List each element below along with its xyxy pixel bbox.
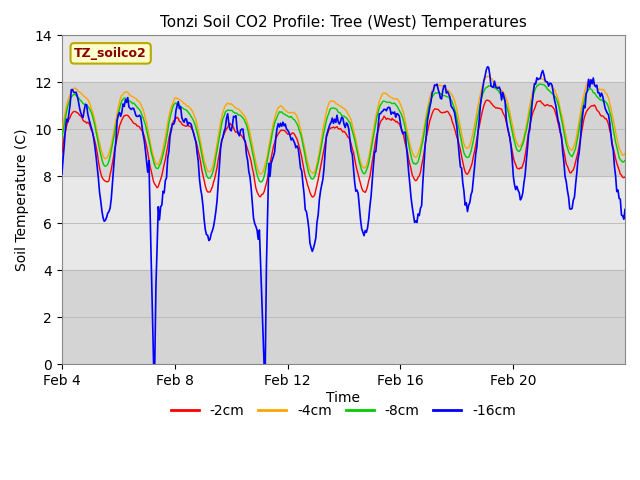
Bar <box>62 83 625 176</box>
Y-axis label: Soil Temperature (C): Soil Temperature (C) <box>15 129 29 271</box>
Text: TZ_soilco2: TZ_soilco2 <box>74 47 147 60</box>
Bar <box>62 270 625 364</box>
Legend: -2cm, -4cm, -8cm, -16cm: -2cm, -4cm, -8cm, -16cm <box>165 398 522 423</box>
X-axis label: Time: Time <box>326 391 360 405</box>
Title: Tonzi Soil CO2 Profile: Tree (West) Temperatures: Tonzi Soil CO2 Profile: Tree (West) Temp… <box>160 15 527 30</box>
